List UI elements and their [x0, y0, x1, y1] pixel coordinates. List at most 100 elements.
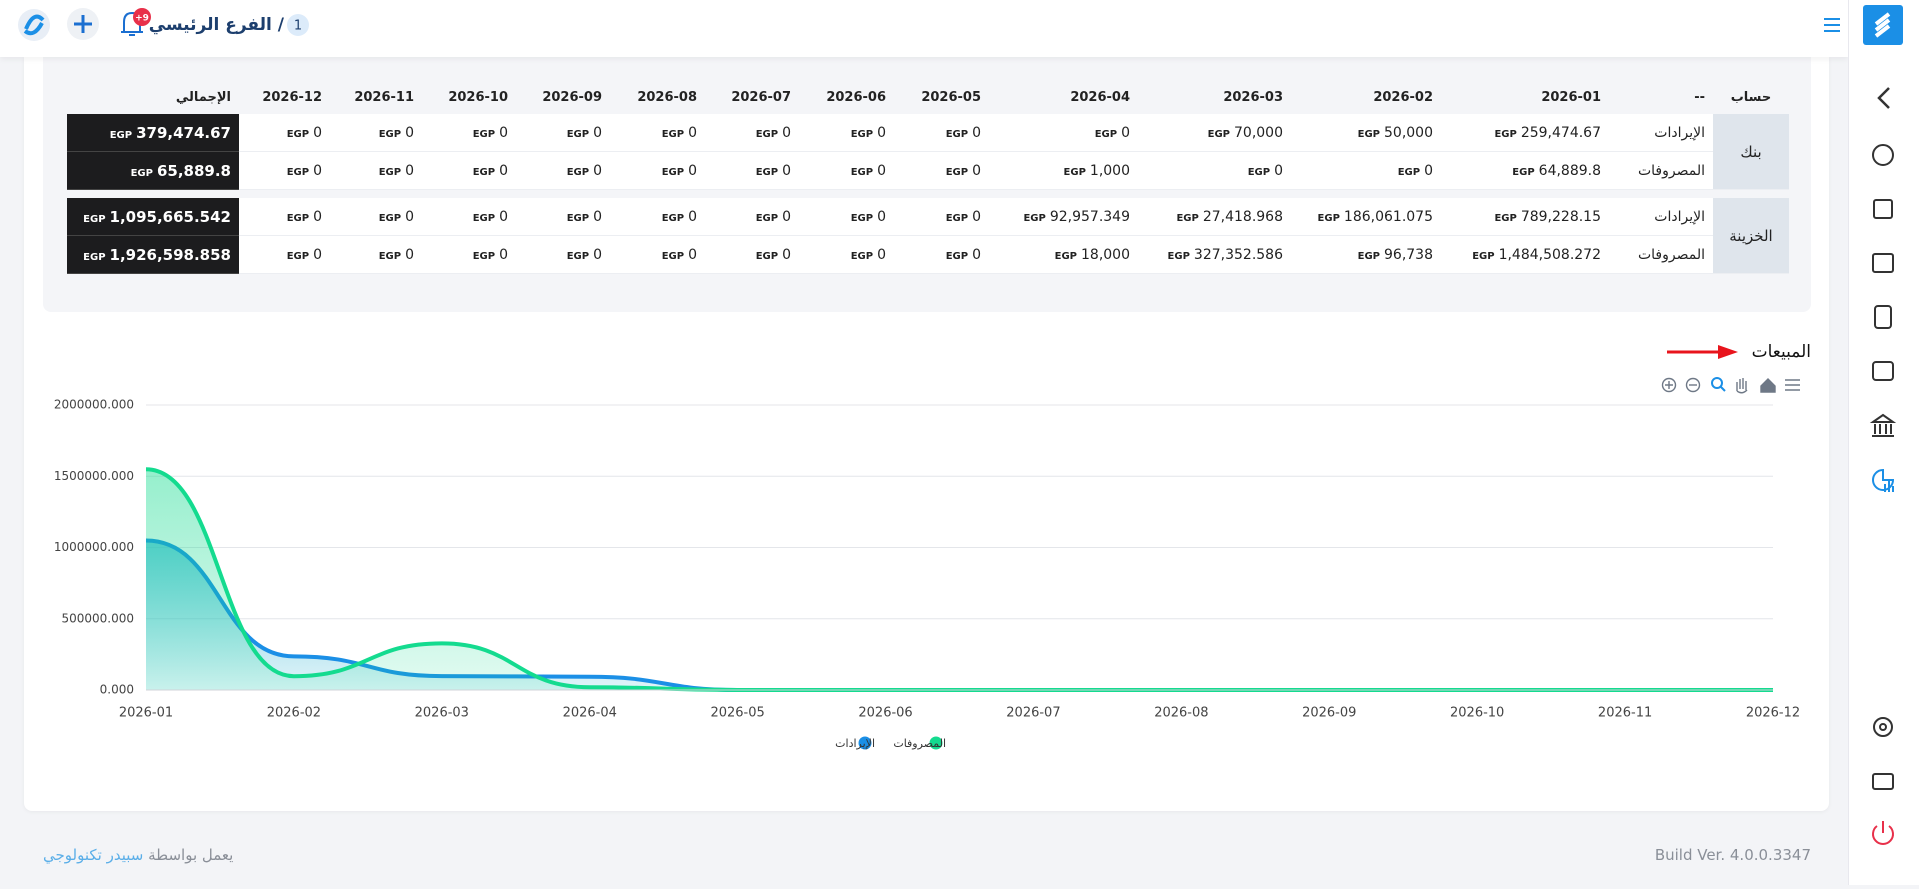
currency: EGP	[1023, 212, 1046, 224]
currency: EGP	[286, 166, 310, 178]
amount: 0	[499, 162, 508, 179]
row-label: المصروفات	[1609, 236, 1713, 274]
build-version: Build Ver. 4.0.0.3347	[1654, 846, 1811, 864]
currency: EGP	[1397, 166, 1421, 178]
amount: 0	[782, 246, 791, 263]
amount: 0	[1121, 124, 1130, 141]
currency: EGP	[566, 212, 590, 224]
nav-icon[interactable]	[1873, 199, 1893, 219]
currency: EGP	[661, 166, 685, 178]
amount: 0	[877, 208, 886, 225]
currency: EGP	[1094, 128, 1118, 140]
sidebar	[1848, 0, 1919, 885]
logout-icon[interactable]	[1872, 821, 1894, 845]
branch-badge	[287, 14, 309, 36]
amount-cell: EGP 0	[516, 198, 610, 236]
amount-cell: EGP 1,000	[989, 152, 1138, 190]
amount-cell: EGP 92,957.349	[989, 198, 1138, 236]
column-header: 2026-02	[1373, 89, 1433, 105]
amount: 0	[688, 246, 697, 263]
nav-icon[interactable]	[1872, 253, 1894, 273]
nav-icon[interactable]	[1869, 413, 1897, 437]
notification-count: +9	[135, 14, 149, 24]
currency: EGP	[378, 166, 402, 178]
sidebar-icons	[1863, 5, 1903, 845]
group-spacer	[67, 190, 1789, 198]
amount-cell: EGP 50,000	[1291, 114, 1441, 152]
amount: 0	[313, 208, 322, 225]
nav-icon-active[interactable]	[1872, 468, 1895, 492]
column-header: 2026-03	[1223, 89, 1283, 105]
notification-badge	[133, 8, 151, 26]
nav-icon[interactable]	[1872, 361, 1894, 381]
screen-icon[interactable]	[1872, 773, 1894, 790]
amount-cell: EGP 0	[894, 152, 989, 190]
amount-cell: EGP 96,738	[1291, 236, 1441, 274]
amount: 1,484,508.272	[1498, 246, 1601, 263]
currency: EGP	[286, 212, 310, 224]
column-header: 2026-04	[1070, 89, 1130, 105]
currency: EGP	[1357, 250, 1380, 262]
account-cell: بنك	[1713, 114, 1789, 190]
amount: 92,957.349	[1049, 208, 1130, 225]
branch-name[interactable]: الفرع الرئيسي /	[149, 15, 285, 35]
amount-cell: EGP 18,000	[989, 236, 1138, 274]
currency: EGP	[472, 212, 496, 224]
currency: EGP	[850, 250, 874, 262]
currency: EGP	[1054, 250, 1077, 262]
table-row: المصروفات EGP 1,484,508.272 EGP 96,738 EGP 327…	[67, 236, 1789, 274]
currency: EGP	[850, 128, 874, 140]
currency: EGP	[850, 166, 874, 178]
currency: EGP	[661, 212, 685, 224]
amount-cell: EGP 0	[1138, 152, 1291, 190]
table-row: الخزينة الإيرادات EGP 789,228.15 EGP 186,061.…	[67, 198, 1789, 274]
nav-icon[interactable]	[1872, 144, 1894, 166]
amount-cell: EGP 186,061.075	[1291, 198, 1441, 236]
amount-cell: EGP 0	[705, 236, 799, 274]
logo-mark	[23, 14, 45, 36]
amount: 0	[313, 246, 322, 263]
collapse-icon[interactable]	[1877, 87, 1890, 109]
app-logo[interactable]	[18, 9, 50, 41]
nav-icon[interactable]	[1874, 305, 1892, 329]
amount: 0	[972, 124, 981, 141]
menu-icon[interactable]	[1824, 18, 1840, 32]
amount-cell: EGP 0	[239, 152, 330, 190]
currency: EGP	[1494, 212, 1517, 224]
currency: EGP	[755, 128, 779, 140]
amount-cell: EGP 0	[894, 198, 989, 236]
currency: EGP	[1494, 128, 1517, 140]
currency: EGP	[566, 166, 590, 178]
amount: 0	[405, 246, 414, 263]
company-link[interactable]: سبيدر تكنولوجي	[43, 846, 144, 864]
amount: 379,474.67	[136, 123, 231, 142]
table-row: بنك الإيرادات EGP 259,474.67 EGP 50,000 EGP 70,…	[67, 114, 1789, 190]
amount-cell: EGP 327,352.586	[1138, 236, 1291, 274]
column-header: --	[1694, 89, 1705, 105]
amount-cell: EGP 0	[516, 114, 610, 152]
currency: EGP	[472, 250, 496, 262]
amount-cell: EGP 70,000	[1138, 114, 1291, 152]
currency: EGP	[378, 250, 402, 262]
amount: 0	[972, 208, 981, 225]
amount-cell: EGP 0	[422, 152, 516, 190]
total-cell: EGP 379,474.67	[67, 114, 239, 152]
amount: 789,228.15	[1520, 208, 1601, 225]
amount: 0	[313, 162, 322, 179]
amount: 0	[782, 124, 791, 141]
currency: EGP	[286, 128, 310, 140]
amount: 0	[593, 162, 602, 179]
settings-icon[interactable]	[1873, 717, 1893, 737]
row-label: الإيرادات	[1609, 198, 1713, 236]
currency: EGP	[83, 213, 106, 225]
amount-cell: EGP 789,228.15	[1441, 198, 1609, 236]
amount-cell: EGP 0	[610, 198, 705, 236]
amount: 0	[688, 208, 697, 225]
currency: EGP	[1207, 128, 1230, 140]
currency: EGP	[1357, 128, 1380, 140]
brand-mark	[1874, 12, 1891, 38]
amount-cell: EGP 0	[516, 236, 610, 274]
currency: EGP	[1063, 166, 1086, 178]
column-header: 2026-07	[731, 89, 791, 105]
currency: EGP	[566, 250, 590, 262]
